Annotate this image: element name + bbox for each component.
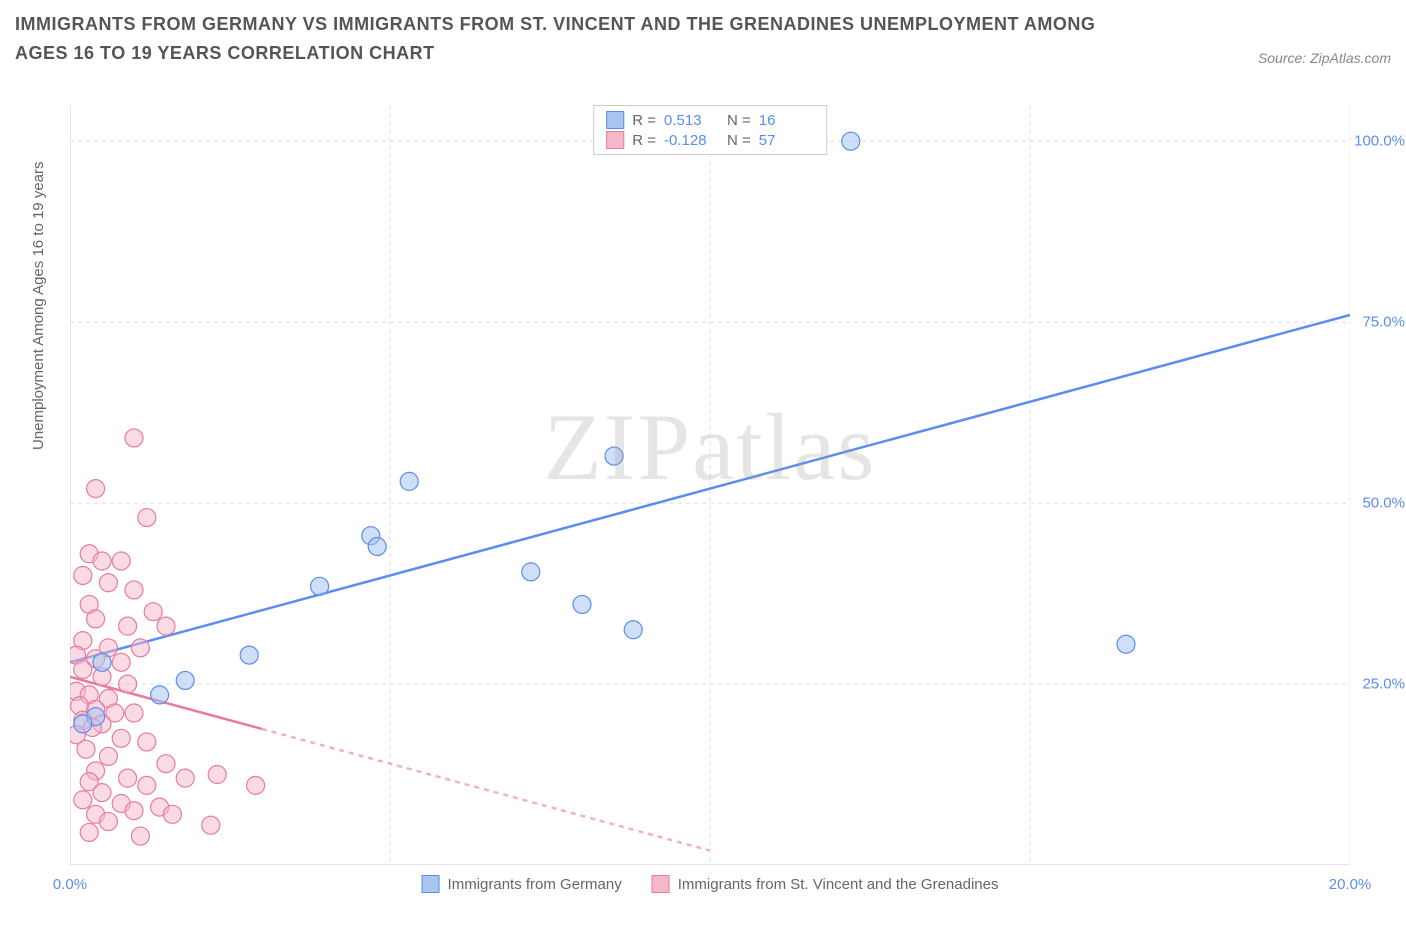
y-tick-label: 75.0% [1362, 314, 1405, 331]
stats-row-stvincent: R = -0.128 N = 57 [606, 130, 814, 150]
r-label: R = [632, 112, 656, 129]
x-tick-label: 0.0% [53, 876, 87, 893]
r-value-stvincent: -0.128 [664, 132, 719, 149]
legend-item-germany: Immigrants from Germany [422, 875, 622, 893]
r-value-germany: 0.513 [664, 112, 719, 129]
chart-plot-area: R = 0.513 N = 16 R = -0.128 N = 57 ZIPat… [70, 105, 1350, 865]
y-tick-label: 25.0% [1362, 676, 1405, 693]
legend-label-stvincent: Immigrants from St. Vincent and the Gren… [678, 876, 999, 893]
scatter-plot-svg [70, 105, 1350, 865]
chart-title: IMMIGRANTS FROM GERMANY VS IMMIGRANTS FR… [15, 10, 1115, 68]
legend: Immigrants from Germany Immigrants from … [422, 875, 999, 893]
stats-row-germany: R = 0.513 N = 16 [606, 110, 814, 130]
swatch-blue [606, 111, 624, 129]
n-label: N = [727, 132, 751, 149]
r-label: R = [632, 132, 656, 149]
x-tick-label: 20.0% [1329, 876, 1372, 893]
n-value-stvincent: 57 [759, 132, 814, 149]
n-value-germany: 16 [759, 112, 814, 129]
n-label: N = [727, 112, 751, 129]
swatch-pink [652, 875, 670, 893]
y-axis-label: Unemployment Among Ages 16 to 19 years [30, 161, 47, 450]
legend-item-stvincent: Immigrants from St. Vincent and the Gren… [652, 875, 999, 893]
correlation-stats-box: R = 0.513 N = 16 R = -0.128 N = 57 [593, 105, 827, 155]
source-attribution: Source: ZipAtlas.com [1258, 50, 1391, 66]
swatch-blue [422, 875, 440, 893]
y-tick-label: 50.0% [1362, 495, 1405, 512]
swatch-pink [606, 131, 624, 149]
legend-label-germany: Immigrants from Germany [448, 876, 622, 893]
y-tick-label: 100.0% [1354, 133, 1405, 150]
